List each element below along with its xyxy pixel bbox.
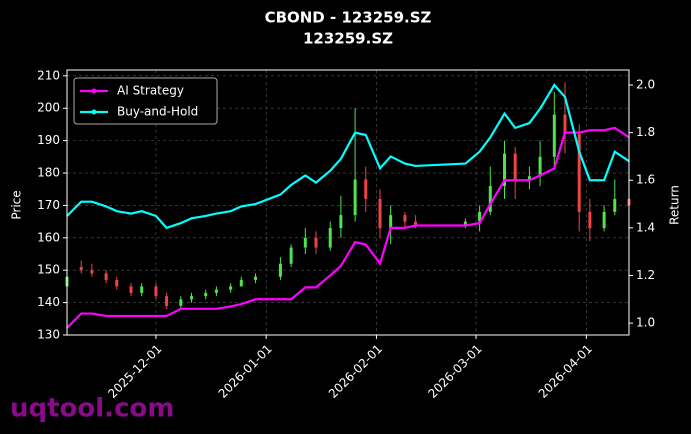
y2-tick-label: 2.0	[636, 78, 655, 92]
y-tick-label: 150	[37, 263, 60, 277]
y2-tick-label: 1.4	[636, 220, 655, 234]
candle-body	[140, 286, 144, 293]
candle-body	[154, 286, 158, 297]
candle-body	[538, 156, 542, 177]
candle-body	[613, 198, 617, 212]
candle-body	[90, 270, 94, 274]
legend-box	[73, 77, 218, 125]
candle-body	[104, 273, 108, 280]
candle-body	[289, 247, 293, 264]
candle-body	[488, 185, 492, 212]
y2-tick-label: 1.6	[636, 173, 655, 187]
y-tick-label: 200	[37, 101, 60, 115]
candle-body	[179, 299, 183, 306]
candle-body	[389, 215, 393, 229]
candle-body	[414, 221, 418, 225]
candle-body	[527, 176, 531, 180]
series-line	[66, 83, 630, 230]
candle-body	[254, 276, 258, 280]
chart-title: CBOND - 123259.SZ	[265, 9, 432, 27]
y-tick-label: 170	[37, 198, 60, 212]
candle-body	[214, 289, 218, 293]
candle-body	[303, 237, 307, 248]
candle-body	[189, 296, 193, 300]
y2-axis-label: Return	[668, 185, 682, 225]
y-tick-label: 190	[37, 133, 60, 147]
candle-body	[463, 221, 467, 225]
candle-body	[364, 179, 368, 199]
candle-body	[602, 211, 606, 229]
plot-frame	[66, 69, 630, 336]
legend-marker	[91, 88, 97, 94]
candle-body	[478, 211, 482, 222]
candle-body	[552, 114, 556, 157]
y2-tick-label: 1.2	[636, 268, 655, 282]
y-tick-label: 130	[37, 328, 60, 342]
candle-body	[115, 279, 119, 287]
chart-subtitle: 123259.SZ	[303, 30, 393, 48]
candle-body	[129, 286, 133, 293]
legend-label: AI Strategy	[117, 84, 184, 98]
candle-body	[314, 237, 318, 248]
y-tick-label: 160	[37, 230, 60, 244]
candle-body	[588, 211, 592, 229]
candle-body	[378, 198, 382, 229]
candle-body	[278, 263, 282, 277]
candle-body	[229, 286, 233, 290]
candle-body	[577, 134, 581, 212]
candle-body	[165, 296, 169, 306]
y-tick-label: 180	[37, 166, 60, 180]
watermark: uqtool.com	[10, 394, 174, 424]
candle-body	[513, 153, 517, 180]
candle-body	[353, 179, 357, 216]
y2-tick-label: 1.8	[636, 125, 655, 139]
candle-body	[339, 215, 343, 229]
legend-label: Buy-and-Hold	[117, 105, 198, 119]
candle-body	[328, 228, 332, 248]
candle-body	[403, 215, 407, 222]
y-tick-label: 140	[37, 295, 60, 309]
y-tick-label: 210	[37, 68, 60, 82]
series-line	[66, 126, 630, 329]
legend-marker	[91, 109, 97, 115]
candle-body	[503, 153, 507, 186]
candle-body	[204, 292, 208, 297]
y2-tick-label: 1.0	[636, 316, 655, 330]
y-axis-label: Price	[10, 190, 24, 219]
candle-body	[563, 114, 567, 135]
candle-body	[239, 279, 243, 287]
candle-body	[79, 266, 83, 271]
